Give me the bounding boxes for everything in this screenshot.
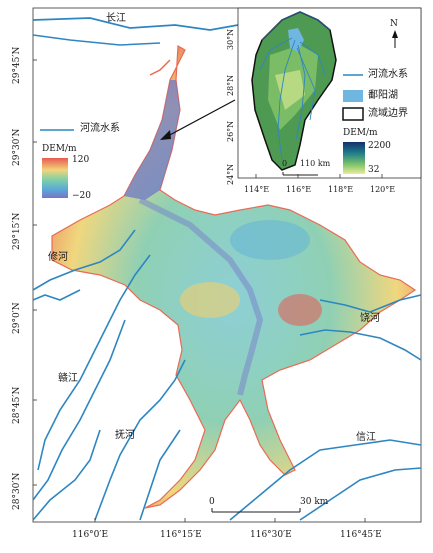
gan-river — [37, 254, 151, 471]
axis-ticks — [33, 59, 366, 522]
lon-tick-2: 116°15′E — [160, 530, 202, 540]
dem-legend-title: DEM/m — [42, 144, 77, 154]
river-network — [32, 17, 422, 521]
poyang-lake-dem — [51, 44, 417, 509]
inset-lat-1: 30°N — [226, 28, 235, 50]
inset-lon-2: 116°E — [286, 185, 312, 194]
inset-map — [237, 7, 422, 179]
arrow-line — [165, 99, 236, 138]
dem-legend-max: 120 — [72, 155, 90, 165]
xin-river-label: 信江 — [356, 432, 376, 443]
xin-river — [229, 439, 422, 521]
arrow-head — [160, 130, 171, 140]
lat-tick-4: 29°0′N — [12, 302, 22, 334]
lat-tick-5: 28°45′N — [12, 386, 22, 424]
dem-legend-min: −20 — [72, 191, 91, 201]
dem-colorbar — [42, 158, 68, 198]
inset-lat-4: 24°N — [226, 163, 235, 185]
inset-lon-1: 114°E — [244, 185, 270, 194]
main-scale-bar — [211, 508, 301, 513]
lat-tick-1: 29°45′N — [12, 46, 22, 84]
north-label: N — [390, 19, 398, 29]
xiu-river-label: 修河 — [48, 252, 68, 263]
lon-tick-3: 116°30′E — [250, 530, 292, 540]
yangtze-label: 长江 — [106, 13, 126, 24]
scale-zero: 0 — [209, 497, 215, 507]
inset-dem-max: 2200 — [368, 141, 391, 151]
xiu-river — [32, 229, 136, 291]
scale-end: 30 km — [300, 497, 329, 507]
inset-dem-min: 32 — [368, 165, 380, 175]
yangtze-river — [32, 17, 239, 31]
lon-tick-1: 116°0′E — [72, 530, 109, 540]
rao-river-label: 饶河 — [360, 313, 380, 324]
inset-scale-end: 110 km — [300, 159, 331, 168]
gan-river-label: 赣江 — [58, 373, 78, 384]
inset-legend-boundary: 流域边界 — [368, 108, 408, 119]
lat-tick-3: 29°15′N — [12, 212, 22, 250]
inset-legend-river: 河流水系 — [368, 69, 408, 80]
fu-river — [94, 359, 186, 521]
lat-tick-2: 29°30′N — [12, 128, 22, 166]
inset-lat-2: 28°N — [226, 74, 235, 96]
inset-dem-title: DEM/m — [343, 128, 378, 138]
fu-river-label: 抚河 — [115, 430, 135, 441]
inset-lake — [288, 28, 304, 52]
inset-legend-lake: 鄱阳湖 — [368, 90, 398, 101]
inset-scale-zero: 0 — [282, 159, 288, 168]
river-legend-label: 河流水系 — [80, 123, 120, 134]
lat-tick-6: 28°30′N — [12, 472, 22, 510]
inset-lon-4: 120°E — [370, 185, 396, 194]
rao-river — [299, 329, 422, 361]
inset-lat-3: 26°N — [226, 120, 235, 142]
lon-tick-4: 116°45′E — [340, 530, 382, 540]
inset-lon-3: 118°E — [328, 185, 354, 194]
